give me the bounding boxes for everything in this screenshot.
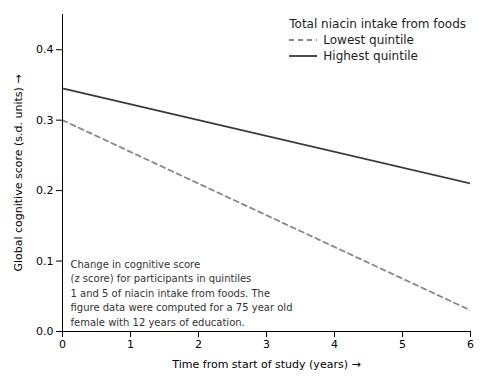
- svg-text:0.3: 0.3: [36, 114, 54, 127]
- svg-text:2: 2: [195, 338, 202, 351]
- svg-text:4: 4: [331, 338, 338, 351]
- svg-text:6: 6: [467, 338, 474, 351]
- svg-text:Change in cognitive score(z sc: Change in cognitive score(z score) for p…: [71, 259, 293, 328]
- svg-text:3: 3: [263, 338, 270, 351]
- svg-text:0.2: 0.2: [36, 184, 54, 197]
- svg-text:Global cognitive score (s.d. u: Global cognitive score (s.d. units) →: [12, 74, 25, 271]
- svg-text:Time from start of study (year: Time from start of study (years) →: [171, 358, 360, 371]
- svg-text:0.4: 0.4: [36, 43, 54, 56]
- html-text:Lowest quintile: Lowest quintile: [323, 33, 414, 48]
- html-text:Total niacin intake from foods: Total niacin intake from foods: [289, 17, 466, 31]
- svg-text:0: 0: [59, 338, 66, 351]
- svg-text:1: 1: [127, 338, 134, 351]
- svg-text:0.1: 0.1: [36, 255, 54, 268]
- svg-text:5: 5: [399, 338, 406, 351]
- svg-text:0.0: 0.0: [36, 325, 54, 338]
- html-text:Highest quintile: Highest quintile: [323, 49, 418, 64]
